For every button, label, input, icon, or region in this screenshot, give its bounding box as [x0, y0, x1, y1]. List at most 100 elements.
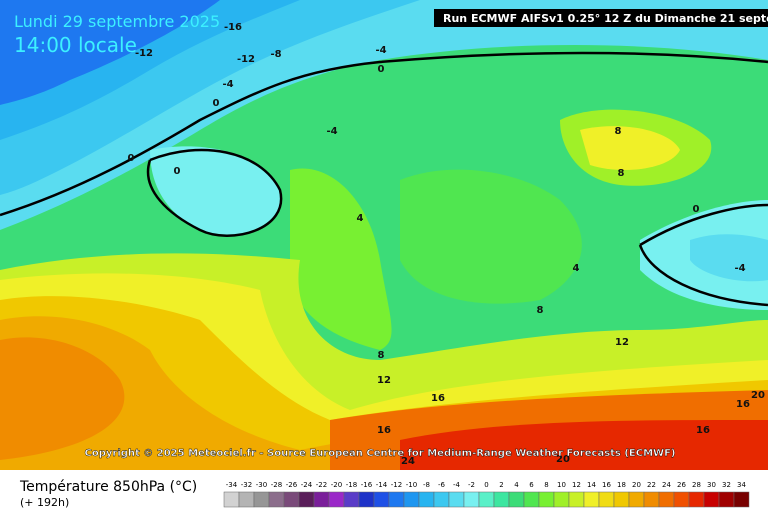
scale-label: 6 [529, 481, 534, 489]
contour-label: 0 [174, 166, 181, 177]
scale-swatch [553, 491, 570, 508]
contour-label: -4 [326, 126, 337, 137]
scale-swatch [568, 491, 585, 508]
copyright: Copyright © 2025 Meteociel.fr - Source E… [85, 448, 676, 459]
scale-label: -20 [331, 481, 342, 489]
scale-swatch [298, 491, 315, 508]
scale-swatch [418, 491, 435, 508]
date: Lundi 29 septembre 2025 [14, 12, 220, 31]
contour-label: 8 [618, 168, 625, 179]
scale-swatch [388, 491, 405, 508]
contour-label: 20 [751, 390, 765, 401]
scale-label: -34 [226, 481, 238, 489]
scale-label: -28 [271, 481, 282, 489]
scale-swatch [238, 491, 255, 508]
contour-label: 16 [736, 399, 750, 410]
scale-swatch [688, 491, 705, 508]
scale-label: 4 [514, 481, 519, 489]
scale-swatch [493, 491, 510, 508]
scale-swatch [613, 491, 630, 508]
scale-swatch [463, 491, 480, 508]
isotherms [0, 51, 768, 307]
scale-label: -14 [376, 481, 388, 489]
contour-label: 24 [401, 456, 415, 467]
contour-label: 8 [378, 350, 385, 361]
scale-swatch [433, 491, 450, 508]
scale-swatch [718, 491, 735, 508]
scale-label: 34 [737, 481, 746, 489]
run-banner [434, 9, 768, 27]
scale-label: -26 [286, 481, 298, 489]
scale-label: -10 [406, 481, 417, 489]
scale-swatch [478, 491, 495, 508]
color-scale: -34 -32 -30 -28 -26 -24 -22 -20 -18 -16 -14 -12 -10-… [223, 481, 750, 508]
scale-label: -12 [391, 481, 402, 489]
scale-label: 0 [484, 481, 488, 489]
run-info: Run ECMWF AIFSv1 0.25° 12 Z du Dimanche … [443, 12, 768, 25]
contour-label: -4 [734, 263, 745, 274]
scale-swatch [673, 491, 690, 508]
scale-swatch [733, 491, 750, 508]
scale-swatch [358, 491, 375, 508]
scale-label: 18 [617, 481, 626, 489]
scale-label: -2 [468, 481, 475, 489]
scale-swatch [643, 491, 660, 508]
scale-label: 24 [662, 481, 671, 489]
contour-label: 20 [556, 454, 570, 465]
contour-label: 4 [357, 213, 364, 224]
time: 14:00 locale [14, 33, 137, 57]
scale-label: -32 [241, 481, 252, 489]
scale-label: 30 [707, 481, 716, 489]
scale-swatch [313, 491, 330, 508]
contour-labels: -16-12 -8-4-40000-44880-44812812161616201… [128, 22, 765, 467]
scale-swatch [598, 491, 615, 508]
scale-label: 22 [647, 481, 656, 489]
scale-label: -4 [453, 481, 461, 489]
contour-label: 0 [378, 64, 385, 75]
scale-swatch [328, 491, 345, 508]
contour-label: -8 [270, 49, 281, 60]
contour-label: 12 [377, 375, 391, 386]
scale-swatch [253, 491, 270, 508]
contour-label: -4 [222, 79, 233, 90]
contour-label: 0 [128, 153, 135, 164]
scale-label: 8 [544, 481, 548, 489]
scale-swatch [283, 491, 300, 508]
contour-label: 16 [377, 425, 391, 436]
scale-swatch [448, 491, 465, 508]
scale-label: 26 [677, 481, 686, 489]
scale-swatch [223, 491, 240, 508]
scale-label: 10 [557, 481, 566, 489]
scale-label: 16 [602, 481, 611, 489]
scale-swatch [538, 491, 555, 508]
contour-label: 8 [537, 305, 544, 316]
footer-lead: (+ 192h) [20, 496, 69, 509]
scale-swatch [403, 491, 420, 508]
contour-label: -16 [224, 22, 242, 33]
scale-swatch [373, 491, 390, 508]
scale-swatch [628, 491, 645, 508]
scale-label: -8 [423, 481, 430, 489]
scale-label: 20 [632, 481, 641, 489]
footer-title: Température 850hPa (°C) [19, 479, 197, 495]
contour-label: 12 [615, 337, 629, 348]
scale-label: 2 [499, 481, 503, 489]
scale-label: 32 [722, 481, 731, 489]
contour-label: 16 [696, 425, 710, 436]
scale-swatch [523, 491, 540, 508]
scale-label: 14 [587, 481, 596, 489]
contour-label: 8 [615, 126, 622, 137]
scale-label: 12 [572, 481, 581, 489]
contour-label: 0 [693, 204, 700, 215]
scale-swatch [508, 491, 525, 508]
scale-label: 28 [692, 481, 701, 489]
scale-label: -16 [361, 481, 373, 489]
contour-label: -4 [375, 45, 386, 56]
scale-label: -24 [301, 481, 313, 489]
scale-label: -6 [438, 481, 446, 489]
contour-label: 4 [573, 263, 580, 274]
contour-label: 0 [213, 98, 220, 109]
scale-swatch [703, 491, 720, 508]
